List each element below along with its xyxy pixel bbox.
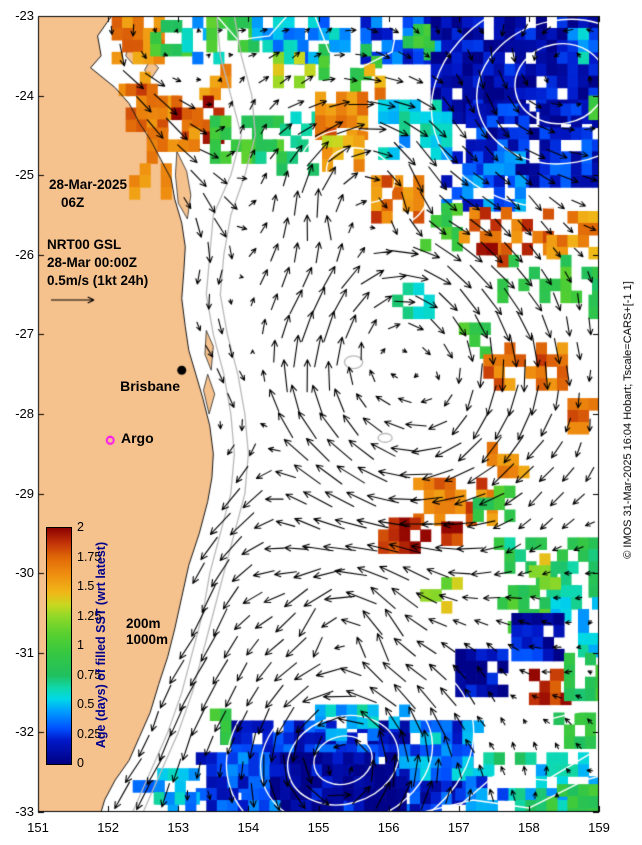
y-tick-label: -29 xyxy=(15,485,34,501)
x-tick-label: 153 xyxy=(167,820,190,835)
model-run-label: NRT00 GSL xyxy=(47,237,122,252)
x-tick-label: 155 xyxy=(307,820,330,835)
x-tick-label: 154 xyxy=(237,820,260,835)
colorbar-tick-label: 0.75 xyxy=(77,667,102,682)
isobath-1000m-label: 1000m xyxy=(126,632,169,647)
isobath-200m-label: 200m xyxy=(126,616,161,631)
y-tick-label: -31 xyxy=(15,644,34,660)
colorbar-tick-label: 1 xyxy=(77,638,84,652)
argo-float-label: Argo xyxy=(121,430,154,446)
colorbar-tick-label: 0 xyxy=(77,756,84,770)
colorbar-tick-label: 0.5 xyxy=(77,697,95,711)
y-tick-label: -23 xyxy=(15,8,34,23)
y-tick-label: -24 xyxy=(15,87,34,103)
y-tick-label: -28 xyxy=(15,406,34,421)
x-tick-label: 158 xyxy=(518,820,540,835)
colorbar-tick-label: 0.25 xyxy=(77,726,102,741)
colorbar-tick-label: 1.5 xyxy=(77,579,95,593)
y-tick-label: -25 xyxy=(15,167,34,183)
colorbar-tick-label: 2 xyxy=(77,520,84,534)
colorbar-gradient xyxy=(46,527,72,765)
y-tick-label: -32 xyxy=(15,724,34,740)
datetime-hour-label: 06Z xyxy=(61,195,85,210)
x-tick-label: 151 xyxy=(27,820,49,835)
colorbar-title: Age (days) of filled SST (wrt latest) xyxy=(94,541,108,749)
datetime-label: 28-Mar-2025 xyxy=(49,177,128,192)
model-time-label: 28-Mar 00:00Z xyxy=(47,255,138,270)
credit-text: © IMOS 31-Mar-2025 16:04 Hobart; Tscale=… xyxy=(622,281,634,559)
colorbar-tick-label: 1.25 xyxy=(77,608,102,623)
x-tick-label: 159 xyxy=(588,820,610,835)
city-label-brisbane: Brisbane xyxy=(120,378,180,394)
y-tick-label: -26 xyxy=(15,246,34,262)
x-tick-label: 156 xyxy=(377,820,400,835)
x-tick-label: 157 xyxy=(447,820,470,835)
velocity-scale-label: 0.5m/s (1kt 24h) xyxy=(47,273,149,288)
y-tick-label: -27 xyxy=(15,326,34,342)
y-tick-label: -30 xyxy=(15,565,34,581)
x-tick-label: 152 xyxy=(97,820,119,835)
y-tick-label: -33 xyxy=(15,804,34,819)
colorbar-tick-label: 1.75 xyxy=(77,549,102,564)
